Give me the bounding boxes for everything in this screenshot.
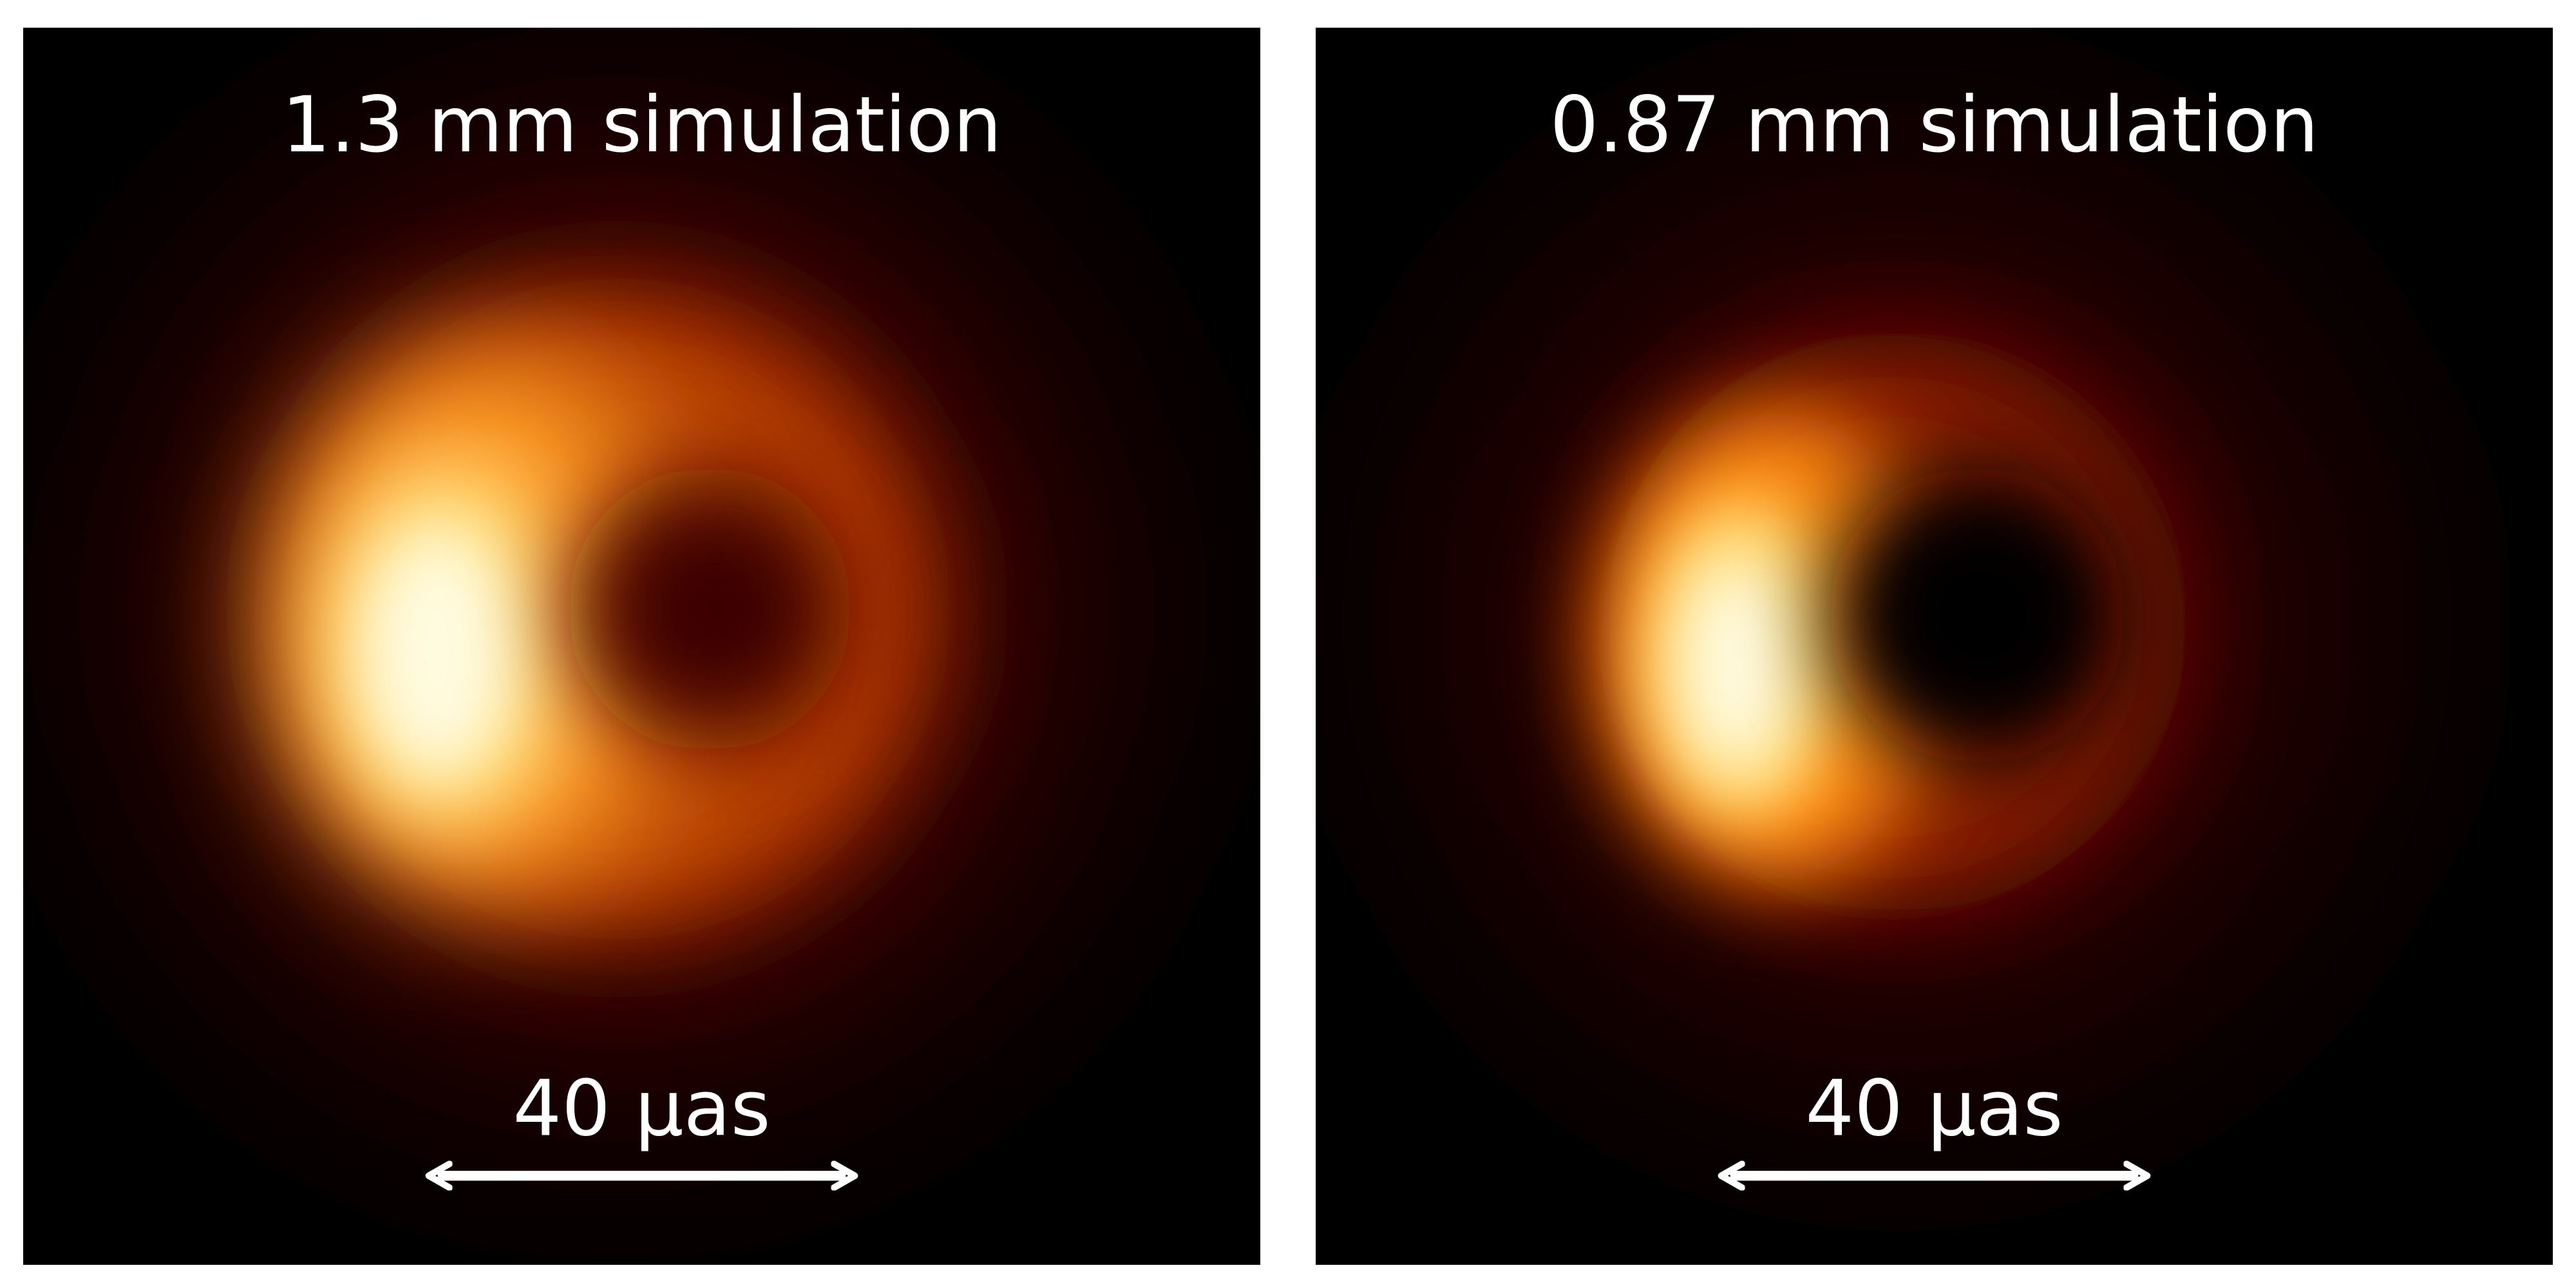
- scale-label: 40 μas: [1805, 1064, 2063, 1153]
- ring-image: [1402, 127, 2392, 1117]
- panel-title: 1.3 mm simulation: [282, 80, 1002, 170]
- panel-left: 1.3 mm simulation 40 μas: [23, 28, 1260, 1265]
- panel-right: 0.87 mm simulation 40 μas: [1316, 28, 2553, 1265]
- ring-image: [97, 90, 1137, 1129]
- panel-title: 0.87 mm simulation: [1550, 80, 2319, 170]
- scale-label: 40 μas: [513, 1064, 770, 1153]
